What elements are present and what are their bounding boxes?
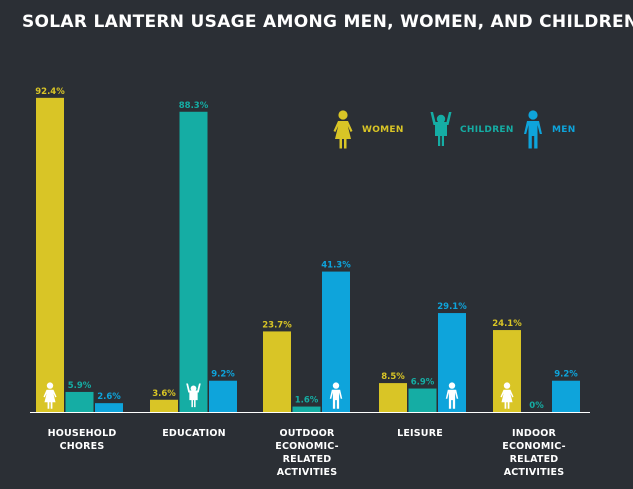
data-label-children-4: 0% — [529, 401, 544, 411]
bar-children-3 — [408, 388, 437, 412]
category-label-indoor-economic: INDOOR ECONOMIC- RELATED ACTIVITIES — [502, 428, 566, 478]
bar-children-1 — [179, 111, 208, 412]
data-label-children-3: 6.9% — [411, 378, 435, 388]
child-icon — [430, 112, 452, 146]
bar-group-1: 3.6% 88.3% 9.2% — [150, 101, 237, 412]
woman-icon — [500, 382, 514, 409]
legend-label-women: WOMEN — [362, 125, 404, 135]
legend-children: CHILDREN — [428, 108, 514, 152]
data-label-women-0: 92.4% — [35, 87, 65, 97]
bar-men-1 — [209, 380, 237, 412]
bar-women-0 — [36, 97, 64, 412]
bar-men-4 — [552, 380, 580, 412]
legend-women: WOMEN — [330, 108, 404, 152]
category-label-education: EDUCATION — [162, 428, 226, 439]
data-label-women-3: 8.5% — [381, 372, 405, 382]
category-label-household-chores: HOUSEHOLD CHORES — [47, 428, 117, 452]
data-label-children-1: 88.3% — [179, 101, 209, 111]
legend-label-men: MEN — [552, 125, 576, 135]
man-icon — [524, 110, 542, 149]
bar-men-0 — [95, 403, 123, 412]
bar-children-0 — [65, 391, 94, 412]
category-label-outdoor-economic: OUTDOOR ECONOMIC- RELATED ACTIVITIES — [275, 428, 339, 478]
man-icon — [329, 382, 343, 409]
legend-label-children: CHILDREN — [460, 125, 514, 135]
woman-icon — [333, 110, 353, 149]
man-icon — [445, 382, 459, 409]
data-label-women-4: 24.1% — [492, 319, 522, 329]
bar-group-3: 8.5% 6.9% 29.1% — [379, 302, 467, 412]
bar-group-4: 24.1% 0% 9.2% — [492, 319, 580, 412]
data-label-children-2: 1.6% — [295, 396, 319, 406]
child-icon — [186, 383, 201, 408]
bar-group-2: 23.7% 1.6% 41.3% — [262, 261, 351, 412]
data-label-men-1: 9.2% — [211, 370, 235, 380]
bar-women-3 — [379, 383, 407, 412]
woman-icon — [43, 382, 57, 409]
data-label-men-2: 41.3% — [321, 261, 351, 271]
data-label-women-1: 3.6% — [152, 389, 176, 399]
data-label-men-3: 29.1% — [437, 302, 467, 312]
chart-title: SOLAR LANTERN USAGE AMONG MEN, WOMEN, AN… — [22, 12, 633, 32]
legend-men: MEN — [520, 108, 576, 152]
bar-group-0: 92.4% 5.9% 2.6% — [35, 87, 123, 412]
category-label-leisure: LEISURE — [397, 428, 443, 439]
data-label-children-0: 5.9% — [68, 381, 92, 391]
data-label-women-2: 23.7% — [262, 320, 292, 330]
data-label-men-4: 9.2% — [554, 370, 578, 380]
bar-children-2 — [292, 406, 321, 412]
data-label-men-0: 2.6% — [97, 392, 121, 402]
bar-women-1 — [150, 399, 178, 412]
bar-women-2 — [263, 331, 291, 412]
